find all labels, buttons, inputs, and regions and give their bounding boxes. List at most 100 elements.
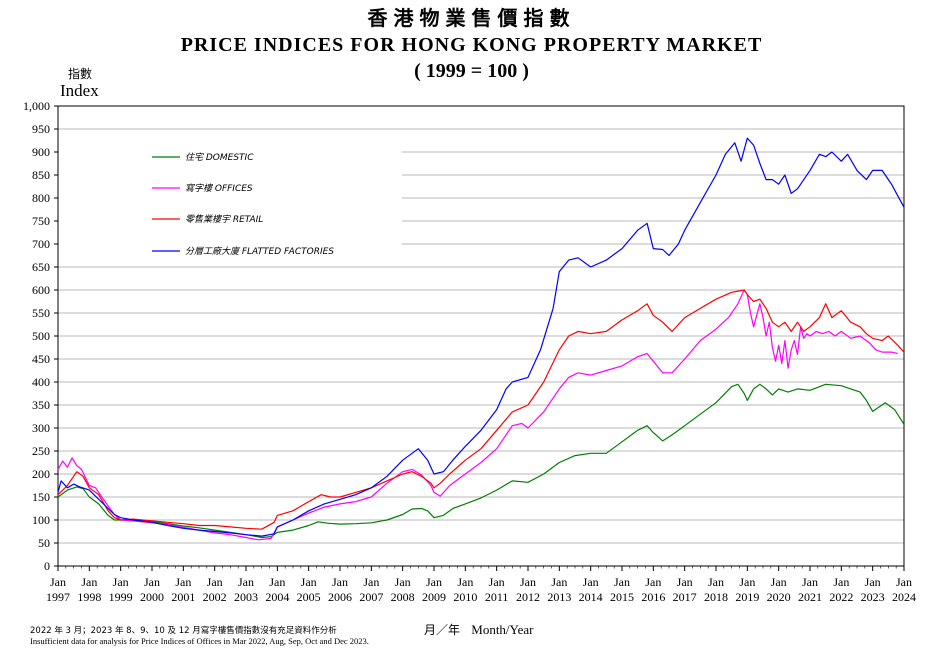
series-line-flatted-factories	[57, 137, 905, 537]
legend-label-offices: 寫字樓 OFFICES	[185, 183, 253, 194]
x-tick-year: 1999	[109, 590, 133, 604]
y-tick-label: 350	[32, 398, 50, 412]
x-tick-year: 2008	[391, 590, 415, 604]
x-tick-month: Jan	[896, 575, 912, 589]
x-tick-year: 1997	[46, 590, 70, 604]
y-tick-label: 650	[32, 260, 50, 274]
x-tick-month: Jan	[363, 575, 379, 589]
x-tick-year: 2014	[579, 590, 603, 604]
x-tick-year: 2015	[610, 590, 634, 604]
x-tick-month: Jan	[207, 575, 223, 589]
legend-label-retail: 零售業樓宇 RETAIL	[185, 214, 263, 225]
x-tick-month: Jan	[457, 575, 473, 589]
x-tick-month: Jan	[113, 575, 129, 589]
y-tick-label: 0	[44, 559, 50, 573]
y-tick-label: 400	[32, 375, 50, 389]
x-tick-month: Jan	[238, 575, 254, 589]
x-tick-month: Jan	[269, 575, 285, 589]
x-tick-month: Jan	[739, 575, 755, 589]
legend-label-flatted-factories: 分層工廠大廈 FLATTED FACTORIES	[185, 246, 334, 257]
x-tick-year: 2013	[547, 590, 571, 604]
y-tick-label: 300	[32, 421, 50, 435]
y-axis-label-zh: 指數	[68, 67, 93, 81]
x-tick-year: 2010	[453, 590, 477, 604]
x-tick-year: 2024	[892, 590, 916, 604]
x-tick-year: 2001	[171, 590, 195, 604]
x-tick-month: Jan	[645, 575, 661, 589]
x-tick-month: Jan	[395, 575, 411, 589]
x-tick-year: 2002	[203, 590, 227, 604]
x-tick-year: 2011	[485, 590, 509, 604]
y-tick-label: 450	[32, 352, 50, 366]
x-tick-year: 2007	[359, 590, 383, 604]
x-tick-month: Jan	[520, 575, 536, 589]
y-tick-label: 500	[32, 329, 50, 343]
x-tick-year: 2021	[798, 590, 822, 604]
x-tick-year: 2016	[641, 590, 665, 604]
x-axis-label-zh: 月／年	[424, 623, 461, 637]
x-tick-month: Jan	[771, 575, 787, 589]
y-tick-label: 100	[32, 513, 50, 527]
y-tick-label: 700	[32, 237, 50, 251]
series-line-retail	[57, 289, 905, 530]
y-tick-label: 600	[32, 283, 50, 297]
x-tick-year: 2023	[861, 590, 885, 604]
y-tick-label: 50	[38, 536, 50, 550]
x-tick-month: Jan	[677, 575, 693, 589]
x-tick-month: Jan	[332, 575, 348, 589]
x-tick-year: 2022	[829, 590, 853, 604]
x-tick-month: Jan	[81, 575, 97, 589]
x-tick-year: 2020	[767, 590, 791, 604]
chart-title-zh: 香港物業售價指數	[367, 6, 576, 30]
y-tick-label: 950	[32, 122, 50, 136]
x-tick-year: 2012	[516, 590, 540, 604]
x-tick-year: 2009	[422, 590, 446, 604]
x-tick-month: Jan	[489, 575, 505, 589]
x-tick-year: 2003	[234, 590, 258, 604]
y-tick-label: 850	[32, 168, 50, 182]
y-tick-label: 200	[32, 467, 50, 481]
x-tick-month: Jan	[144, 575, 160, 589]
x-tick-year: 2004	[265, 590, 289, 604]
x-tick-month: Jan	[833, 575, 849, 589]
x-tick-year: 2005	[297, 590, 321, 604]
series-line-domestic	[57, 383, 905, 539]
x-axis-label-en: Month/Year	[471, 622, 534, 637]
y-tick-label: 250	[32, 444, 50, 458]
x-tick-month: Jan	[175, 575, 191, 589]
x-tick-year: 2006	[328, 590, 352, 604]
x-tick-year: 2018	[704, 590, 728, 604]
x-tick-month: Jan	[583, 575, 599, 589]
chart-title-en: PRICE INDICES FOR HONG KONG PROPERTY MAR…	[180, 34, 763, 56]
footnote-en: Insufficient data for analysis for Price…	[30, 636, 369, 646]
x-tick-month: Jan	[708, 575, 724, 589]
legend: 住宅 DOMESTIC 寫字樓 OFFICES 零售業樓宇 RETAIL 分層工廠大廈…	[152, 152, 334, 257]
x-axis-label: 月／年 Month/Year	[424, 621, 534, 638]
x-axis: Jan1997Jan1998Jan1999Jan2000Jan2001Jan20…	[46, 566, 916, 604]
y-axis: 0 50 100 150 200 250 300 350 400 450 500 550 600 650 7…	[23, 99, 58, 573]
y-tick-label: 150	[32, 490, 50, 504]
x-tick-year: 2000	[140, 590, 164, 604]
x-tick-year: 1998	[77, 590, 101, 604]
y-tick-label: 1,000	[23, 99, 50, 113]
x-tick-month: Jan	[301, 575, 317, 589]
x-tick-month: Jan	[426, 575, 442, 589]
x-tick-year: 2019	[735, 590, 759, 604]
x-tick-month: Jan	[802, 575, 818, 589]
footnote-zh: 2022 年 3 月；2023 年 8、9、10 及 12 月寫字樓售價指數沒有…	[30, 626, 337, 636]
chart-subtitle: ( 1999 = 100 )	[414, 60, 529, 82]
x-tick-year: 2017	[673, 590, 697, 604]
y-tick-label: 550	[32, 306, 50, 320]
x-tick-month: Jan	[614, 575, 630, 589]
y-axis-label-en: Index	[60, 81, 99, 100]
grid	[58, 128, 904, 544]
x-tick-month: Jan	[865, 575, 881, 589]
legend-label-domestic: 住宅 DOMESTIC	[185, 152, 254, 163]
x-tick-month: Jan	[551, 575, 567, 589]
y-tick-label: 800	[32, 191, 50, 205]
y-tick-label: 750	[32, 214, 50, 228]
x-tick-month: Jan	[50, 575, 66, 589]
y-tick-label: 900	[32, 145, 50, 159]
series	[57, 137, 905, 541]
